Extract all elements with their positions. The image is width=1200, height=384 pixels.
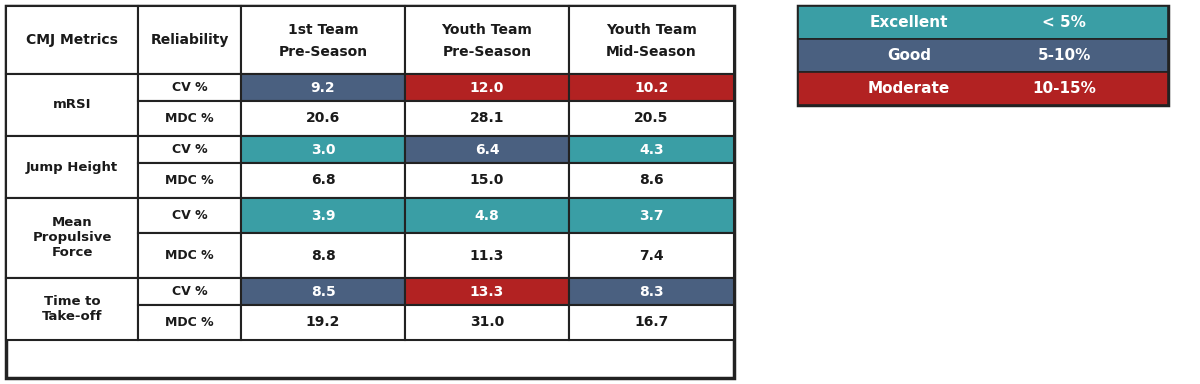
Text: MDC %: MDC %: [166, 174, 214, 187]
Bar: [241, 101, 406, 136]
Bar: [138, 233, 241, 278]
Text: 3.9: 3.9: [311, 209, 335, 222]
Bar: [241, 305, 406, 340]
Bar: [241, 74, 406, 101]
Bar: [6, 136, 138, 198]
Text: 19.2: 19.2: [306, 316, 340, 329]
Bar: [569, 198, 734, 233]
Text: 3.0: 3.0: [311, 142, 335, 157]
Bar: [798, 72, 1168, 105]
Bar: [138, 136, 241, 163]
Text: 10.2: 10.2: [635, 81, 668, 94]
Text: 5-10%: 5-10%: [1038, 48, 1091, 63]
Text: MDC %: MDC %: [166, 316, 214, 329]
Bar: [6, 198, 138, 278]
Text: CV %: CV %: [172, 209, 208, 222]
Bar: [798, 6, 1168, 39]
Bar: [406, 6, 569, 74]
Text: CV %: CV %: [172, 143, 208, 156]
Text: Reliability: Reliability: [150, 33, 229, 47]
Bar: [569, 233, 734, 278]
Bar: [241, 6, 406, 74]
Text: Pre-Season: Pre-Season: [278, 45, 367, 59]
Bar: [6, 278, 138, 340]
Bar: [6, 74, 138, 136]
Text: Mid-Season: Mid-Season: [606, 45, 697, 59]
Text: MDC %: MDC %: [166, 249, 214, 262]
Bar: [569, 163, 734, 198]
Text: 3.7: 3.7: [640, 209, 664, 222]
Bar: [138, 198, 241, 233]
Text: 20.6: 20.6: [306, 111, 340, 126]
Bar: [406, 101, 569, 136]
Text: 4.8: 4.8: [475, 209, 499, 222]
Text: Jump Height: Jump Height: [26, 161, 118, 174]
Bar: [138, 101, 241, 136]
Text: 10-15%: 10-15%: [1032, 81, 1097, 96]
Text: CV %: CV %: [172, 285, 208, 298]
Bar: [6, 6, 138, 74]
Text: Good: Good: [887, 48, 931, 63]
Bar: [569, 6, 734, 74]
Bar: [798, 39, 1168, 72]
Text: 28.1: 28.1: [469, 111, 504, 126]
Text: MDC %: MDC %: [166, 112, 214, 125]
Text: Youth Team: Youth Team: [442, 23, 533, 37]
Bar: [569, 278, 734, 305]
Bar: [241, 198, 406, 233]
Text: 9.2: 9.2: [311, 81, 335, 94]
Text: Pre-Season: Pre-Season: [443, 45, 532, 59]
Bar: [569, 101, 734, 136]
Text: CMJ Metrics: CMJ Metrics: [26, 33, 118, 47]
Text: 7.4: 7.4: [640, 248, 664, 263]
Bar: [569, 136, 734, 163]
Text: 8.8: 8.8: [311, 248, 335, 263]
Bar: [569, 74, 734, 101]
Bar: [138, 74, 241, 101]
Text: 6.8: 6.8: [311, 174, 335, 187]
Bar: [406, 278, 569, 305]
Bar: [138, 163, 241, 198]
Bar: [138, 305, 241, 340]
Text: 1st Team: 1st Team: [288, 23, 359, 37]
Bar: [241, 163, 406, 198]
Text: Youth Team: Youth Team: [606, 23, 697, 37]
Text: 4.3: 4.3: [640, 142, 664, 157]
Text: 31.0: 31.0: [470, 316, 504, 329]
Bar: [138, 278, 241, 305]
Bar: [241, 233, 406, 278]
Text: 20.5: 20.5: [635, 111, 668, 126]
Text: < 5%: < 5%: [1043, 15, 1086, 30]
Text: CV %: CV %: [172, 81, 208, 94]
Bar: [406, 136, 569, 163]
Text: Moderate: Moderate: [868, 81, 950, 96]
Text: 15.0: 15.0: [470, 174, 504, 187]
Bar: [241, 278, 406, 305]
Bar: [138, 6, 241, 74]
Text: 6.4: 6.4: [475, 142, 499, 157]
Text: 13.3: 13.3: [470, 285, 504, 298]
Text: 8.6: 8.6: [640, 174, 664, 187]
Text: mRSI: mRSI: [53, 99, 91, 111]
Text: 11.3: 11.3: [470, 248, 504, 263]
Text: 16.7: 16.7: [635, 316, 668, 329]
Text: 8.3: 8.3: [640, 285, 664, 298]
Bar: [798, 6, 1168, 105]
Bar: [241, 136, 406, 163]
Bar: [406, 74, 569, 101]
Bar: [6, 6, 734, 378]
Bar: [406, 305, 569, 340]
Bar: [406, 198, 569, 233]
Text: Time to
Take-off: Time to Take-off: [42, 295, 102, 323]
Text: 8.5: 8.5: [311, 285, 335, 298]
Text: Mean
Propulsive
Force: Mean Propulsive Force: [32, 217, 112, 260]
Text: Excellent: Excellent: [870, 15, 948, 30]
Bar: [406, 163, 569, 198]
Text: 12.0: 12.0: [470, 81, 504, 94]
Bar: [569, 305, 734, 340]
Bar: [406, 233, 569, 278]
